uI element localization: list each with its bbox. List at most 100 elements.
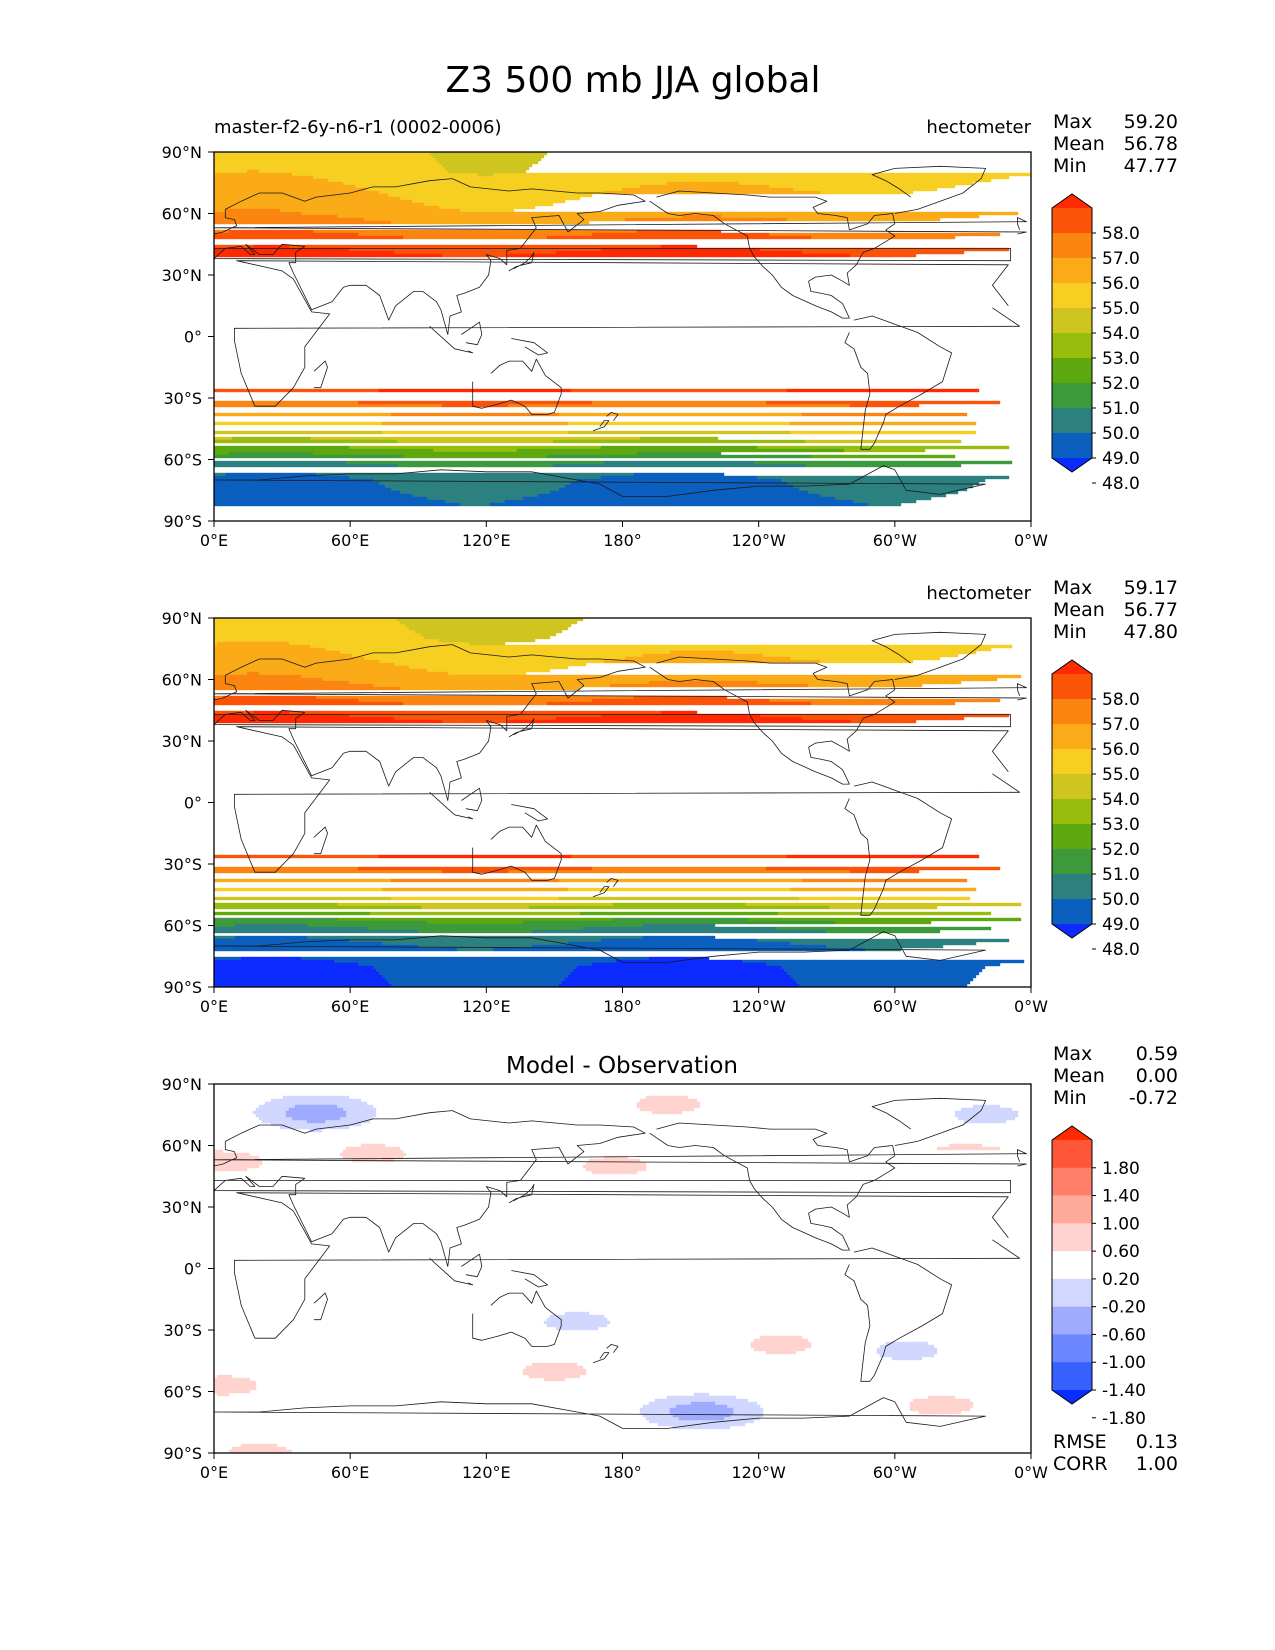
x-tick-label: 60°E [331, 531, 369, 550]
stat-label-corr: CORR [1053, 1453, 1108, 1475]
colorbar-label: 0.60 [1102, 1242, 1140, 1262]
axis-ticks: 0°E 60°E 120°E 180° 120°W 60°W 0°W 90°N 60°N 30°N… [162, 1075, 1049, 1482]
y-tick-label: 90°N [162, 143, 202, 162]
x-tick-label: 60°E [331, 1463, 369, 1482]
x-tick-label: 60°W [873, 997, 917, 1016]
colorbar-label: 51.0 [1102, 399, 1140, 419]
colorbar-label: 52.0 [1102, 840, 1140, 860]
colorbar-label: -1.80 [1102, 1409, 1146, 1429]
y-tick-label: 60°N [162, 1137, 202, 1156]
contour-band [214, 1095, 1001, 1453]
map-fill-2 [214, 618, 1025, 987]
coastlines [214, 165, 1027, 497]
colorbar-label: 50.0 [1102, 890, 1140, 910]
y-tick-label: 60°S [163, 1383, 202, 1402]
colorbar-label: 48.0 [1102, 940, 1140, 960]
stat-label-mean: Mean [1053, 133, 1105, 155]
colorbar-label: 55.0 [1102, 299, 1140, 319]
contour-band [214, 208, 1001, 417]
y-tick-label: 60°N [162, 671, 202, 690]
colorbar-label: -0.60 [1102, 1325, 1146, 1345]
colorbar-label: 58.0 [1102, 224, 1140, 244]
colorbar-swatch [1052, 824, 1092, 850]
x-tick-label: 180° [603, 531, 642, 550]
x-tick-label: 120°W [731, 531, 786, 550]
colorbar-label: 55.0 [1102, 765, 1140, 785]
x-tick-label: 0°W [1014, 531, 1048, 550]
stat-value-max: 59.20 [1124, 111, 1178, 133]
contour-band [285, 1104, 734, 1421]
y-tick-label: 90°S [163, 978, 202, 997]
coastline-path [214, 1097, 1027, 1429]
colorbar-swatch [1052, 799, 1092, 825]
stat-label-rmse: RMSE [1053, 1431, 1107, 1453]
colorbar-label: 57.0 [1102, 249, 1140, 269]
colorbar-label: 58.0 [1102, 690, 1140, 710]
colorbar-swatch [1052, 1167, 1092, 1197]
y-tick-label: 30°S [163, 855, 202, 874]
colorbar-label: 56.0 [1102, 274, 1140, 294]
colorbar-swatch [1052, 208, 1092, 234]
stat-label-mean: Mean [1053, 599, 1105, 621]
y-tick-label: 0° [184, 328, 202, 347]
colorbar-swatch [1052, 433, 1092, 459]
colorbar-label: 0.20 [1102, 1270, 1140, 1290]
stat-value-corr: 1.00 [1136, 1453, 1178, 1475]
stat-value-mean: 0.00 [1136, 1065, 1178, 1087]
y-tick-label: 30°N [162, 266, 202, 285]
contour-band [214, 472, 869, 507]
colorbar-swatch [1052, 283, 1092, 309]
y-tick-label: 90°N [162, 1075, 202, 1094]
colorbar-swatch [1052, 1126, 1092, 1140]
x-tick-label: 120°W [731, 997, 786, 1016]
panel-units: hectometer [926, 117, 1031, 138]
x-tick-label: 120°E [462, 531, 511, 550]
contour-band [214, 956, 800, 987]
colorbar-label: 1.00 [1102, 1214, 1140, 1234]
colorbar-swatch [1052, 233, 1092, 259]
colorbar: 58.0 57.0 56.0 55.0 54.0 53.0 52.0 51.0 50.0 49.0… [1051, 193, 1140, 494]
colorbar-swatch [1052, 358, 1092, 384]
stat-value-max: 59.17 [1124, 577, 1178, 599]
figure-title: Z3 500 mb JJA global [446, 60, 821, 101]
x-tick-label: 0°E [200, 531, 228, 550]
x-tick-label: 180° [603, 1463, 642, 1482]
colorbar-swatch [1052, 899, 1092, 925]
colorbar-swatch [1052, 924, 1092, 938]
stat-value-min: 47.80 [1124, 621, 1178, 643]
colorbar-swatch [1052, 1390, 1092, 1404]
colorbar-label: 56.0 [1102, 740, 1140, 760]
panel-1: 0°E 60°E 120°E 180° 120°W 60°W 0°W 90°N 60°N 30°N… [162, 111, 1178, 550]
coastline-path [214, 631, 1027, 963]
colorbar-label: 52.0 [1102, 374, 1140, 394]
y-tick-label: 60°S [163, 917, 202, 936]
x-tick-label: 0°E [200, 1463, 228, 1482]
colorbar-swatch [1052, 774, 1092, 800]
coastlines [214, 1097, 1027, 1429]
x-tick-label: 60°E [331, 997, 369, 1016]
colorbar-swatch [1052, 258, 1092, 284]
colorbar-swatch [1052, 308, 1092, 334]
panel-left-title: master-f2-6y-n6-r1 (0002-0006) [214, 117, 501, 138]
colorbar-swatch [1052, 1334, 1092, 1363]
panel-title: Model - Observation [506, 1053, 738, 1079]
colorbar: 58.0 57.0 56.0 55.0 54.0 53.0 52.0 51.0 50.0 49.0… [1051, 659, 1140, 960]
y-tick-label: 30°N [162, 732, 202, 751]
x-tick-label: 180° [603, 997, 642, 1016]
colorbar-label: 50.0 [1102, 424, 1140, 444]
y-tick-label: 30°S [163, 1321, 202, 1340]
colorbar-swatch [1052, 383, 1092, 409]
colorbar-swatch [1052, 660, 1092, 674]
colorbar-label: 54.0 [1102, 324, 1140, 344]
stat-label-min: Min [1053, 1087, 1087, 1109]
stat-label-min: Min [1053, 621, 1087, 643]
x-tick-label: 0°E [200, 997, 228, 1016]
colorbar-swatch [1052, 408, 1092, 434]
stat-value-max: 0.59 [1136, 1043, 1178, 1065]
x-tick-label: 0°W [1014, 1463, 1048, 1482]
colorbar-label: 54.0 [1102, 790, 1140, 810]
colorbar-swatch [1052, 749, 1092, 775]
panel-2: 0°E 60°E 120°E 180° 120°W 60°W 0°W 90°N 60°N 30°N… [162, 577, 1178, 1016]
x-tick-label: 120°E [462, 997, 511, 1016]
colorbar-label: -1.40 [1102, 1381, 1146, 1401]
